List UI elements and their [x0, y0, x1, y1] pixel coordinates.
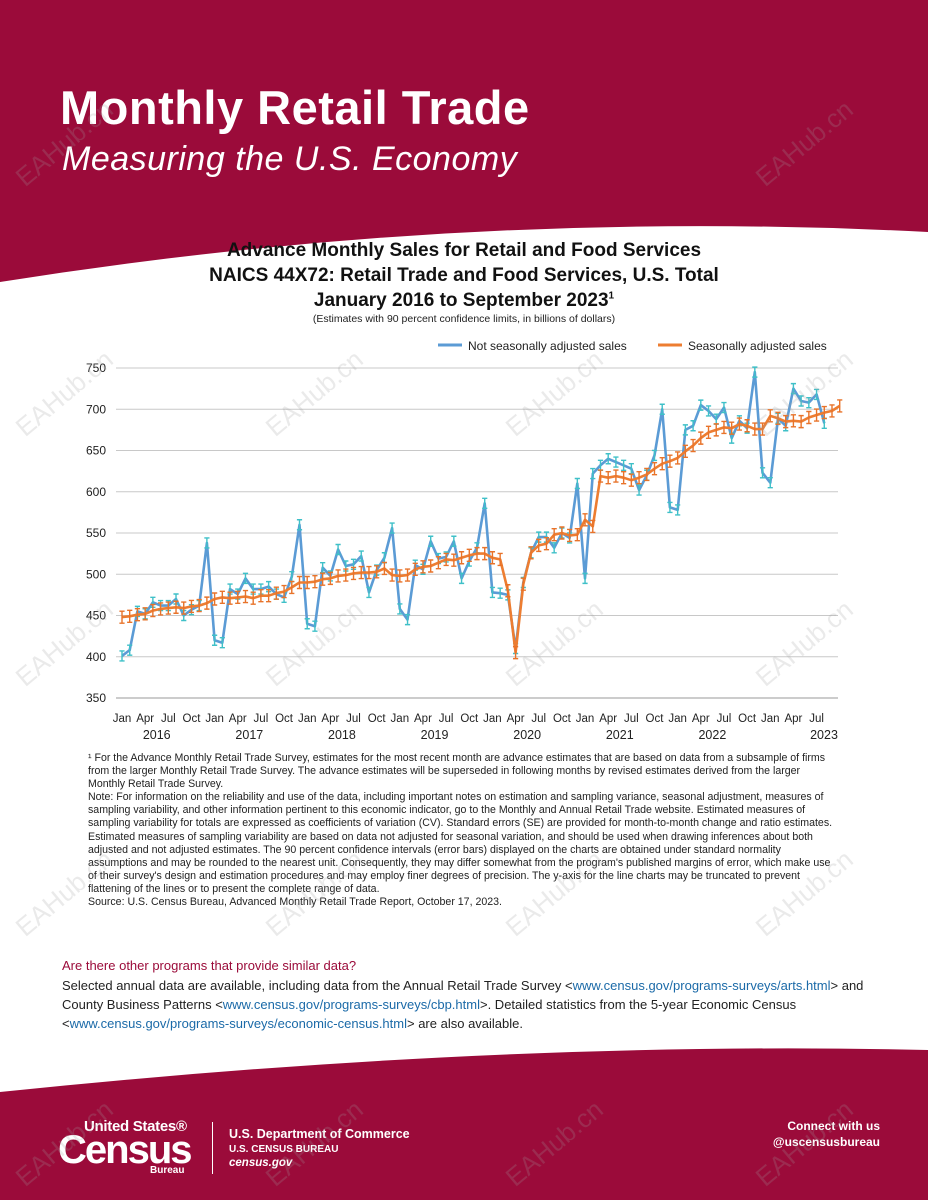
social-handle[interactable]: @uscensusbureau — [772, 1135, 880, 1149]
dept-name: U.S. Department of Commerce — [229, 1127, 410, 1141]
x-tick-label: Jul — [717, 713, 732, 725]
bureau-name: U.S. CENSUS BUREAU — [229, 1144, 339, 1155]
y-tick-label: 550 — [86, 526, 106, 540]
y-tick-label: 500 — [86, 567, 106, 581]
x-tick-label: Jan — [668, 713, 687, 725]
header-band — [0, 0, 928, 282]
footnotes: ¹ For the Advance Monthly Retail Trade S… — [88, 752, 838, 909]
programs-text-4: > are also available. — [407, 1016, 523, 1031]
department-info: U.S. Department of Commerce U.S. CENSUS … — [229, 1127, 410, 1169]
x-tick-label: Jul — [809, 713, 824, 725]
x-tick-label: Apr — [136, 713, 154, 725]
programs-answer: Selected annual data are available, incl… — [62, 976, 882, 1033]
programs-question: Are there other programs that provide si… — [62, 958, 357, 973]
x-year-label: 2020 — [513, 728, 541, 742]
cbp-link[interactable]: www.census.gov/programs-surveys/cbp.html — [222, 997, 480, 1012]
x-tick-label: Jul — [439, 713, 454, 725]
x-tick-label: Jan — [205, 713, 224, 725]
y-tick-label: 450 — [86, 609, 106, 623]
chart-title-line-2: NAICS 44X72: Retail Trade and Food Servi… — [209, 265, 719, 286]
footnote-1: ¹ For the Advance Monthly Retail Trade S… — [88, 752, 826, 791]
legend-label: Seasonally adjusted sales — [688, 339, 827, 353]
footer-band — [0, 1048, 928, 1200]
x-year-label: 2022 — [698, 728, 726, 742]
x-tick-label: Apr — [414, 713, 432, 725]
x-tick-label: Jan — [483, 713, 502, 725]
page-title: Monthly Retail Trade — [60, 81, 530, 134]
y-tick-label: 350 — [86, 691, 106, 705]
arts-link[interactable]: www.census.gov/programs-surveys/arts.htm… — [572, 978, 831, 993]
logo-bureau: Bureau — [150, 1165, 185, 1176]
legend-label: Not seasonally adjusted sales — [468, 339, 627, 353]
y-tick-label: 650 — [86, 444, 106, 458]
x-tick-label: Apr — [784, 713, 802, 725]
y-tick-label: 750 — [86, 361, 106, 375]
x-tick-label: Jul — [624, 713, 639, 725]
programs-text-2: > and County Business Patterns < — [62, 978, 864, 1012]
connect-label: Connect with us — [787, 1119, 880, 1133]
x-tick-label: Jan — [576, 713, 595, 725]
census-bureau-logo[interactable]: United States® Census Bureau — [58, 1118, 198, 1178]
x-tick-label: Jul — [254, 713, 269, 725]
x-year-label: 2021 — [606, 728, 634, 742]
x-tick-label: Apr — [692, 713, 710, 725]
x-tick-label: Apr — [599, 713, 617, 725]
x-tick-label: Apr — [507, 713, 525, 725]
chart-title-period: January 2016 to September 2023 — [313, 290, 609, 311]
logo-census: Census — [58, 1128, 192, 1172]
website-link[interactable]: census.gov — [229, 1157, 293, 1169]
x-tick-label: Oct — [646, 713, 665, 725]
footnote-source: Source: U.S. Census Bureau, Advanced Mon… — [88, 896, 502, 909]
x-year-label: 2023 — [810, 728, 838, 742]
chart-title-line-3: January 2016 to September 20231 — [0, 290, 928, 312]
programs-text-1: Selected annual data are available, incl… — [62, 978, 573, 993]
economic-census-link[interactable]: www.census.gov/programs-surveys/economic… — [69, 1016, 407, 1031]
x-tick-label: Apr — [321, 713, 339, 725]
social-connect: Connect with us @uscensusbureau — [700, 1118, 880, 1150]
logo-united-states: United States® — [84, 1118, 187, 1135]
y-tick-label: 400 — [86, 650, 106, 664]
x-tick-label: Oct — [460, 713, 479, 725]
x-tick-label: Oct — [368, 713, 387, 725]
x-tick-label: Oct — [738, 713, 757, 725]
x-year-label: 2019 — [421, 728, 449, 742]
x-tick-label: Apr — [229, 713, 247, 725]
x-tick-label: Jul — [346, 713, 361, 725]
x-tick-label: Jul — [161, 713, 176, 725]
x-year-label: 2018 — [328, 728, 356, 742]
programs-text-3: >. Detailed statistics from the 5-year E… — [62, 997, 797, 1031]
sa-series-line — [121, 404, 841, 654]
footer-divider — [212, 1122, 213, 1174]
x-tick-label: Jan — [391, 713, 410, 725]
nsa-series-line — [121, 370, 826, 657]
page-subtitle: Measuring the U.S. Economy — [62, 140, 518, 178]
x-tick-label: Oct — [275, 713, 294, 725]
x-tick-label: Jul — [531, 713, 546, 725]
footnote-marker: 1 — [608, 290, 615, 302]
x-tick-label: Oct — [183, 713, 202, 725]
y-tick-label: 700 — [86, 402, 106, 416]
x-year-label: 2016 — [143, 728, 171, 742]
y-tick-label: 600 — [86, 485, 106, 499]
x-year-label: 2017 — [235, 728, 263, 742]
x-tick-label: Jan — [761, 713, 780, 725]
chart-title-line-1: Advance Monthly Sales for Retail and Foo… — [226, 240, 702, 261]
x-tick-label: Oct — [553, 713, 572, 725]
chart-units-note: (Estimates with 90 percent confidence li… — [312, 313, 616, 325]
x-tick-label: Jan — [113, 713, 132, 725]
x-tick-label: Jan — [298, 713, 317, 725]
footnote-note: Note: For information on the reliability… — [88, 791, 833, 895]
